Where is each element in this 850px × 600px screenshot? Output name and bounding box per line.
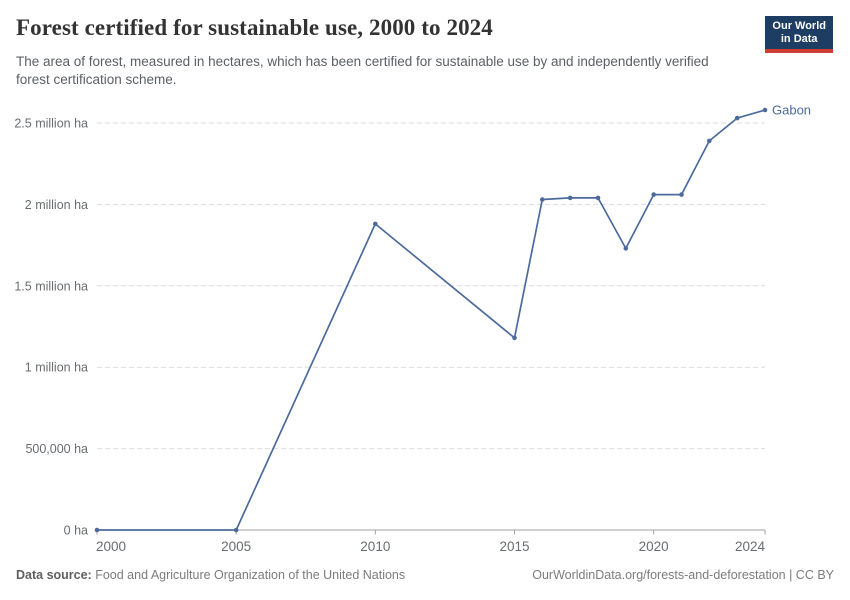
data-point-marker xyxy=(651,192,656,197)
data-source-label: Data source: xyxy=(16,568,92,582)
y-tick-label: 1.5 million ha xyxy=(14,279,88,293)
data-source-text: Food and Agriculture Organization of the… xyxy=(95,568,406,582)
y-tick-label: 1 million ha xyxy=(25,361,88,375)
footer-citation-link[interactable]: OurWorldinData.org/forests-and-deforesta… xyxy=(532,568,834,582)
data-point-marker xyxy=(623,246,629,251)
x-tick-label: 2020 xyxy=(639,539,669,554)
x-tick-label: 2000 xyxy=(96,539,126,554)
chart-footer: Data source: Food and Agriculture Organi… xyxy=(16,568,834,582)
y-tick-label: 0 ha xyxy=(64,524,88,538)
y-gridlines xyxy=(97,122,765,531)
x-axis: 2000 2005 2010 2015 2020 2024 xyxy=(96,530,766,554)
data-point-marker xyxy=(540,197,545,202)
x-tick-label: 2015 xyxy=(499,539,529,554)
x-tick-label: 2005 xyxy=(221,539,251,554)
data-point-marker xyxy=(679,192,684,197)
owid-logo[interactable]: Our World in Data xyxy=(765,16,833,53)
series-line xyxy=(97,109,766,531)
data-point-marker xyxy=(233,527,239,533)
y-tick-label: 2.5 million ha xyxy=(14,117,88,131)
x-tick-label: 2024 xyxy=(735,539,766,554)
x-tick-label: 2010 xyxy=(360,539,390,554)
data-point-marker xyxy=(762,107,768,113)
y-tick-label: 500,000 ha xyxy=(25,442,88,456)
data-point-marker xyxy=(512,335,517,341)
data-point-marker xyxy=(595,195,601,201)
data-point-marker xyxy=(567,195,573,201)
owid-logo-line1: Our World xyxy=(772,20,826,32)
series-gabon[interactable]: Gabon xyxy=(94,102,811,533)
owid-logo-line2: in Data xyxy=(780,33,818,45)
data-point-marker xyxy=(734,115,740,121)
chart-subtitle: The area of forest, measured in hectares… xyxy=(16,54,709,87)
data-point-marker xyxy=(707,138,712,144)
y-tick-label: 2 million ha xyxy=(25,198,88,212)
y-axis-labels: 0 ha 500,000 ha 1 million ha 1.5 million ha… xyxy=(14,117,88,538)
data-point-marker xyxy=(373,221,378,227)
entity-label-gabon[interactable]: Gabon xyxy=(772,102,811,117)
data-source: Data source: Food and Agriculture Organi… xyxy=(16,568,405,582)
page-title: Forest certified for sustainable use, 20… xyxy=(16,15,493,40)
data-point-marker xyxy=(94,527,100,533)
